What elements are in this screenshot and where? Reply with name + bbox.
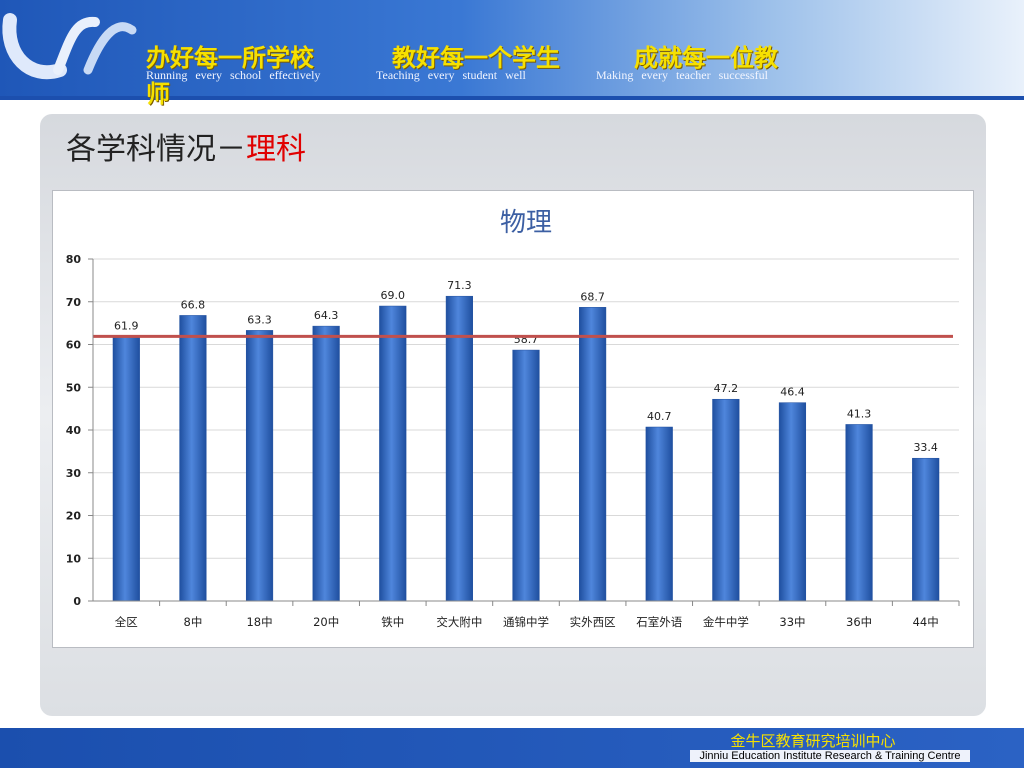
y-tick-label: 30 [66, 467, 82, 480]
bar-6 [512, 349, 540, 602]
y-tick-label: 40 [66, 424, 82, 437]
x-tick-label: 石室外语 [636, 615, 682, 629]
logo-icon [2, 13, 137, 80]
bar-value-label: 64.3 [314, 309, 339, 322]
bar-4 [379, 305, 407, 602]
x-tick-label: 铁中 [381, 615, 404, 629]
bar-0 [112, 336, 140, 602]
footer-organization: 金牛区教育研究培训中心 [730, 732, 896, 750]
section-title-accent: 理科 [246, 132, 306, 167]
bar-value-label: 66.8 [181, 298, 206, 311]
slogan-3: 成就每一位教 [634, 44, 778, 72]
bar-value-label: 71.3 [447, 279, 472, 292]
y-tick-label: 50 [66, 381, 82, 394]
bar-8 [645, 426, 673, 602]
bar-9 [712, 398, 740, 602]
slogan-en-1: Running every school effectively [146, 68, 321, 82]
header-banner [0, 0, 1024, 100]
bar-value-label: 40.7 [647, 410, 672, 423]
chart-container: 61.9 66.8 63.3 64.3 69.0 71.3 58.7 68.7 40.7 47.2… [52, 190, 974, 648]
bar-value-label: 68.7 [580, 290, 605, 303]
x-tick-label: 实外西区 [570, 615, 616, 629]
bar-10 [778, 402, 807, 602]
bar-12 [912, 457, 940, 602]
header-rule [0, 96, 1024, 100]
x-tick-label: 18中 [246, 615, 272, 629]
x-tick-label: 36中 [846, 615, 872, 629]
footer-organization-en: Jinniu Education Institute Research & Tr… [690, 750, 970, 762]
bar-value-label: 69.0 [381, 289, 406, 302]
x-tick-label: 交大附中 [436, 615, 482, 629]
bar-chart: 61.966.863.3 64.369.071.358.768.740.747.2… [66, 208, 960, 629]
x-tick-label: 8中 [184, 615, 203, 629]
bar-3 [312, 325, 340, 602]
bar-5 [445, 295, 473, 602]
section-title: 各学科情况－理科 [66, 124, 306, 168]
x-tick-label: 通锦中学 [503, 615, 549, 629]
section-title-prefix: 各学科情况－ [66, 132, 246, 167]
slogan-3-wrap: 师 [146, 80, 170, 108]
x-tick-label: 44中 [913, 615, 939, 629]
bar-1 [179, 315, 207, 602]
y-tick-label: 0 [73, 595, 81, 608]
bar-7 [579, 307, 607, 602]
bar-value-label: 46.4 [780, 386, 805, 399]
x-tick-label: 20中 [313, 615, 339, 629]
slogan-en-3: Making every teacher successful [596, 68, 768, 82]
y-tick-label: 60 [66, 339, 82, 352]
x-tick-label: 全区 [115, 615, 138, 629]
bar-value-label: 63.3 [247, 313, 271, 326]
bar-11 [845, 424, 873, 602]
x-tick-label: 33中 [779, 615, 805, 629]
bar-2 [245, 330, 274, 602]
bar-value-label: 33.4 [913, 441, 938, 454]
chart-title: 物理 [500, 208, 552, 238]
y-tick-label: 70 [66, 296, 82, 309]
y-tick-label: 20 [66, 510, 82, 523]
bar-value-label: 47.2 [714, 382, 739, 395]
x-tick-label: 金牛中学 [703, 615, 749, 629]
bar-value-label: 41.3 [847, 407, 872, 420]
slogan-2: 教好每一个学生 [392, 44, 560, 72]
y-tick-label: 10 [66, 552, 82, 565]
slogan-1: 办好每一所学校 [146, 44, 314, 72]
slogan-en-2: Teaching every student well [376, 68, 526, 82]
y-tick-label: 80 [66, 253, 82, 266]
bar-value-label: 61.9 [114, 319, 139, 332]
